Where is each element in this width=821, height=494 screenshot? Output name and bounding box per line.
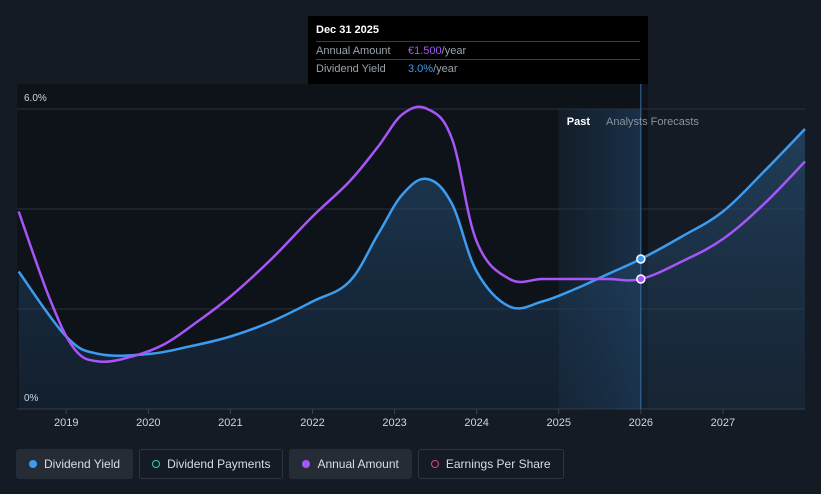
- x-tick-label: 2022: [300, 417, 324, 429]
- tooltip-unit: /year: [433, 63, 458, 75]
- dividend-yield-marker[interactable]: [636, 254, 646, 264]
- past-label: Past: [567, 116, 591, 128]
- y-tick-top: 6.0%: [24, 93, 47, 104]
- x-tick-label: 2026: [629, 417, 653, 429]
- legend-label: Earnings Per Share: [445, 457, 551, 471]
- tooltip-row-yield: Dividend Yield 3.0%/year: [316, 59, 640, 77]
- tooltip-value: 3.0%: [408, 63, 434, 75]
- x-tick-label: 2021: [218, 417, 242, 429]
- legend-dividend-payments[interactable]: Dividend Payments: [139, 449, 284, 479]
- x-tick-label: 2027: [711, 417, 735, 429]
- legend: Dividend Yield Dividend Payments Annual …: [16, 449, 564, 479]
- dividend-yield-line: [17, 128, 806, 357]
- tooltip: Dec 31 2025 Annual Amount €1.500/year Di…: [308, 16, 648, 84]
- tooltip-value: €1.500: [408, 45, 442, 57]
- x-tick-label: 2025: [547, 417, 571, 429]
- tooltip-row-amount: Annual Amount €1.500/year: [316, 41, 640, 59]
- x-tick-label: 2023: [382, 417, 406, 429]
- y-tick-bottom: 0%: [24, 393, 39, 404]
- earnings-per-share-ring-icon: [430, 460, 439, 468]
- legend-earnings-per-share[interactable]: Earnings Per Share: [417, 449, 564, 479]
- x-tick-label: 2024: [464, 417, 488, 429]
- legend-label: Dividend Payments: [167, 457, 271, 471]
- forecast-label: Analysts Forecasts: [606, 116, 699, 128]
- legend-label: Dividend Yield: [44, 457, 121, 471]
- dividend-yield-area: [18, 129, 806, 409]
- legend-dividend-yield[interactable]: Dividend Yield: [16, 449, 134, 479]
- tooltip-unit: /year: [441, 45, 467, 57]
- tooltip-label: Dividend Yield: [316, 63, 386, 75]
- annual-amount-dot-icon: [302, 460, 311, 468]
- annual-amount-marker[interactable]: [636, 274, 646, 284]
- x-tick-label: 2019: [54, 417, 78, 429]
- tooltip-label: Annual Amount: [316, 45, 391, 57]
- dividend-payments-ring-icon: [152, 460, 161, 468]
- tooltip-date: Dec 31 2025: [316, 24, 379, 36]
- x-tick-label: 2020: [136, 417, 160, 429]
- legend-annual-amount[interactable]: Annual Amount: [289, 449, 412, 479]
- legend-label: Annual Amount: [317, 457, 399, 471]
- dividend-yield-dot-icon: [29, 460, 37, 468]
